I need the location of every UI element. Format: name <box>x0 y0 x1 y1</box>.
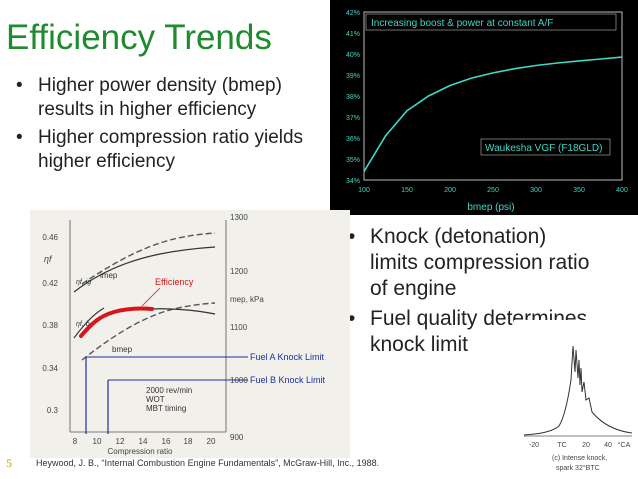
left-tick-046: 0.46 <box>42 233 58 242</box>
right-axis-label: mep, kPa <box>230 295 264 304</box>
fuel-a-knock-limit-label: Fuel A Knock Limit <box>250 352 325 362</box>
bmep-label: bmep <box>112 345 133 354</box>
x-tick-20: 20 <box>207 437 216 446</box>
eta-b-curve-high <box>149 308 216 315</box>
x-tick-label: 250 <box>487 187 499 194</box>
left-tick-030: 0.3 <box>47 406 59 415</box>
eta-b-curve-low <box>73 307 105 339</box>
y-tick-label: 35% <box>346 157 360 164</box>
trace-background <box>514 320 638 479</box>
bmep-curve <box>81 302 216 361</box>
chart-x-axis-label: bmep (psi) <box>467 202 514 213</box>
trace-tick-tc: TC <box>557 442 566 449</box>
fuel-b-knock-limit-label: Fuel B Knock Limit <box>250 375 326 385</box>
condition-rpm: 2000 rev/min <box>146 386 192 395</box>
x-tick-label: 200 <box>444 187 456 194</box>
citation-footer: Heywood, J. B., “Internal Combustion Eng… <box>36 458 380 468</box>
efficiency-line-series <box>363 56 623 173</box>
left-bullet-list: Higher power density (bmep) results in h… <box>14 74 304 178</box>
x-tick-label: 400 <box>616 187 628 194</box>
x-tick-16: 16 <box>162 437 171 446</box>
slide-title: Efficiency Trends <box>6 18 272 57</box>
x-tick-label: 300 <box>530 187 542 194</box>
y-tick-label: 39% <box>346 73 360 80</box>
right-tick-900: 900 <box>230 433 244 442</box>
y-tick-labels: 34% 35% 36% 37% 38% 39% 40% 41% 42% <box>346 10 360 185</box>
chart-annotation-top: Increasing boost & power at constant A/F <box>371 18 553 29</box>
condition-timing: MBT timing <box>146 404 186 413</box>
x-tick-14: 14 <box>139 437 148 446</box>
trace-tick-20: 20 <box>582 442 590 449</box>
right-tick-1200: 1200 <box>230 267 248 276</box>
annotation-box-engine <box>480 138 611 156</box>
y-tick-label: 36% <box>346 136 360 143</box>
eta-ig-curve <box>73 246 216 293</box>
left-tick-042: 0.42 <box>42 279 58 288</box>
trace-tick-minus20: -20 <box>529 442 539 449</box>
x-tick-18: 18 <box>184 437 193 446</box>
annotation-box-top <box>365 13 617 31</box>
x-axis-label: Compression ratio <box>108 447 173 456</box>
trace-caption-2: spark 32°BTC <box>556 464 600 472</box>
trace-caption-1: (c) Intense knock, <box>552 455 607 462</box>
left-tick-034: 0.34 <box>42 364 58 373</box>
eta-b-label: ηf, b <box>76 321 90 328</box>
efficiency-pointer <box>141 287 161 307</box>
condition-wot: WOT <box>146 395 165 404</box>
right-tick-1100: 1100 <box>230 323 248 332</box>
chart-background <box>330 0 638 215</box>
chart-annotation-engine: Waukesha VGF (F18GLD) <box>485 143 602 154</box>
y-tick-label: 38% <box>346 94 360 101</box>
trace-tick-ca: °CA <box>618 441 631 449</box>
x-tick-labels: 100 150 200 250 300 350 400 <box>358 187 628 194</box>
efficiency-highlight-curve <box>79 306 154 338</box>
x-tick-12: 12 <box>116 437 125 446</box>
x-tick-label: 150 <box>401 187 413 194</box>
scanned-graph-background <box>30 210 350 458</box>
compression-ratio-knock-graph: 0.46 0.42 0.38 0.34 0.3 ηf 1300 1200 110… <box>30 210 350 458</box>
left-tick-038: 0.38 <box>42 321 58 330</box>
slide-number: 5 <box>6 456 12 470</box>
efficiency-bmep-chart: 34% 35% 36% 37% 38% 39% 40% 41% 42% 100 150 200 250… <box>330 0 638 215</box>
knock-pressure-trace: -20 TC 20 40 °CA (c) Intense knock, spar… <box>514 320 638 479</box>
y-tick-label: 40% <box>346 52 360 59</box>
y-tick-label: 37% <box>346 115 360 122</box>
bullet-power-density: Higher power density (bmep) results in h… <box>14 74 304 122</box>
trace-tick-40: 40 <box>604 442 612 449</box>
bullet-knock: Knock (detonation) limits compression ra… <box>346 224 596 302</box>
y-tick-label: 42% <box>346 10 360 17</box>
x-tick-8: 8 <box>73 437 78 446</box>
right-tick-1300: 1300 <box>230 213 248 222</box>
left-axis-label: ηf <box>44 254 53 264</box>
y-tick-label: 41% <box>346 31 360 38</box>
chart-plot-frame <box>363 11 623 181</box>
pressure-trace-line <box>523 345 633 436</box>
x-tick-label: 350 <box>573 187 585 194</box>
y-tick-label: 34% <box>346 178 360 185</box>
efficiency-label: Efficiency <box>155 277 194 287</box>
x-tick-label: 100 <box>358 187 370 194</box>
eta-ig-label: ηf, ig <box>76 279 91 286</box>
bullet-compression-ratio: Higher compression ratio yields higher e… <box>14 126 304 174</box>
right-bullet-list: Knock (detonation) limits compression ra… <box>346 224 596 362</box>
imep-curve <box>81 232 216 285</box>
imep-label: imep <box>100 271 118 280</box>
x-tick-10: 10 <box>93 437 102 446</box>
